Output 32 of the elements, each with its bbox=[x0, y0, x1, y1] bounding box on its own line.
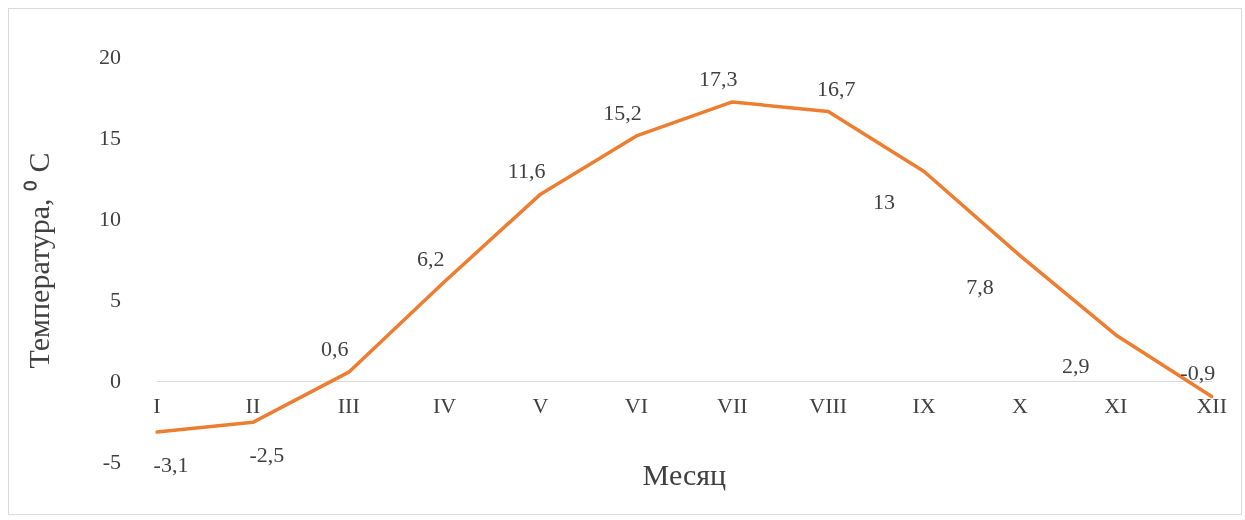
data-label: -0,9 bbox=[1180, 360, 1216, 386]
x-tick-label: III bbox=[337, 392, 360, 418]
y-tick-label: 5 bbox=[110, 286, 121, 312]
y-tick-label: 20 bbox=[99, 43, 121, 69]
x-tick-label: XI bbox=[1104, 392, 1128, 418]
data-label: 6,2 bbox=[416, 245, 445, 271]
x-tick-label: VIII bbox=[809, 392, 848, 418]
x-tick-label: X bbox=[1012, 392, 1029, 418]
data-label: 17,3 bbox=[699, 65, 738, 91]
data-label: 7,8 bbox=[966, 273, 994, 299]
x-tick-label: I bbox=[153, 392, 161, 418]
x-tick-label: IV bbox=[433, 392, 457, 418]
x-tick-label: II bbox=[245, 392, 261, 418]
y-tick-label: 0 bbox=[110, 367, 121, 393]
data-label: 2,9 bbox=[1062, 352, 1090, 378]
y-axis-title: Температура, ⁰ C bbox=[21, 152, 55, 369]
x-axis-title: Месяц bbox=[642, 457, 727, 491]
data-label: 11,6 bbox=[507, 158, 546, 184]
data-label: -3,1 bbox=[153, 452, 189, 478]
x-tick-label: VI bbox=[624, 392, 649, 418]
x-tick-label: V bbox=[532, 392, 549, 418]
data-label: 13 bbox=[873, 189, 896, 215]
y-tick-label: 10 bbox=[99, 205, 121, 231]
data-label: -2,5 bbox=[249, 442, 285, 468]
data-label: 15,2 bbox=[603, 99, 642, 125]
x-tick-label: IX bbox=[912, 392, 936, 418]
y-tick-label: 15 bbox=[99, 124, 121, 150]
data-label: 0,6 bbox=[321, 336, 349, 362]
x-tick-label: VII bbox=[717, 392, 748, 418]
y-tick-label: -5 bbox=[102, 448, 121, 474]
data-label: 16,7 bbox=[816, 75, 856, 101]
x-tick-label: XII bbox=[1196, 392, 1227, 418]
